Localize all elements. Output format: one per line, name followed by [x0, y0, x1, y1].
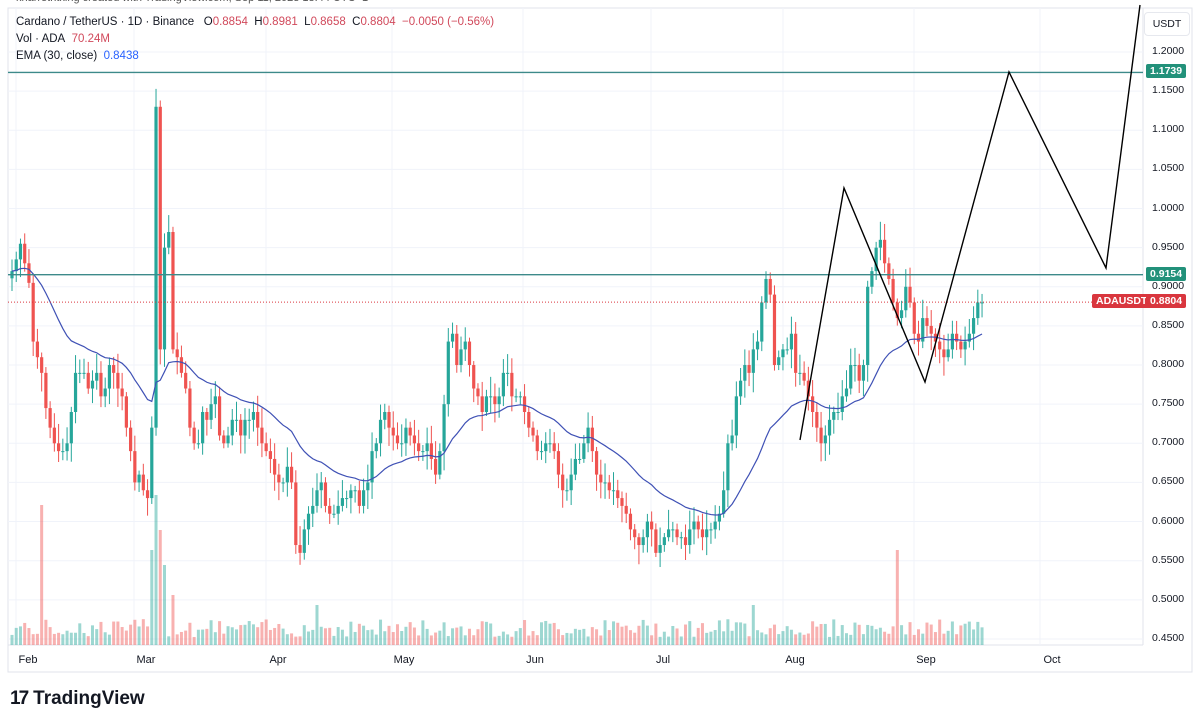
price-tick: 0.6000: [1152, 514, 1185, 527]
price-tick: 0.5000: [1152, 592, 1185, 605]
ema-value: 0.8438: [103, 50, 139, 62]
month-label: Jun: [526, 654, 544, 666]
price-tick: 0.8000: [1152, 358, 1185, 371]
month-label: Oct: [1043, 654, 1061, 666]
price-badge: 0.9154: [1146, 266, 1187, 281]
price-badge: 0.8804: [1146, 294, 1187, 309]
month-label: Mar: [136, 654, 156, 666]
price-tick: 0.4500: [1152, 631, 1185, 644]
currency-button[interactable]: USDT: [1144, 12, 1190, 36]
change-value: −0.0050 (−0.56%): [402, 16, 495, 28]
price-tick: 0.9500: [1152, 240, 1185, 253]
price-tick: 1.0500: [1152, 162, 1185, 175]
chart-caption: knarrethtking created with TradingView.c…: [16, 0, 368, 4]
month-label: Feb: [18, 654, 38, 666]
price-tick: 1.1000: [1152, 123, 1185, 136]
low-value: 0.8658: [310, 16, 346, 28]
month-label: Apr: [269, 654, 287, 666]
open-value: 0.8854: [212, 16, 248, 28]
month-label: May: [393, 654, 415, 666]
symbol-badge: ADAUSDT: [1092, 294, 1152, 309]
logo-text: TradingView: [33, 688, 145, 709]
zigzag-drawing: [799, 4, 1141, 441]
price-tick: 0.9000: [1152, 279, 1185, 292]
month-label: Sep: [916, 654, 936, 666]
high-value: 0.8981: [262, 16, 298, 28]
volume-row[interactable]: Vol · ADA 70.24M: [16, 33, 110, 45]
tradingview-logo[interactable]: 17 TradingView: [10, 688, 145, 710]
price-tick: 0.8500: [1152, 318, 1185, 331]
price-tick: 0.6500: [1152, 475, 1185, 488]
price-tick: 1.1500: [1152, 84, 1185, 97]
price-tick: 1.0000: [1152, 201, 1185, 214]
chart-legend: Cardano / TetherUS · 1D · Binance O0.885…: [16, 14, 494, 65]
tradingview-logo-icon: 17: [10, 688, 29, 709]
volume-value: 70.24M: [71, 33, 110, 45]
price-tick: 1.2000: [1152, 45, 1185, 57]
price-badge: 1.1739: [1146, 64, 1187, 79]
month-label: Jul: [655, 654, 671, 666]
symbol-title[interactable]: Cardano / TetherUS · 1D · Binance: [16, 16, 195, 28]
symbol-row: Cardano / TetherUS · 1D · Binance O0.885…: [16, 16, 495, 28]
month-label: Aug: [785, 654, 805, 666]
price-tick: 0.7000: [1152, 436, 1185, 449]
close-value: 0.8804: [360, 16, 396, 28]
price-tick: 0.7500: [1152, 397, 1185, 410]
price-tick: 0.5500: [1152, 553, 1185, 566]
ema-row[interactable]: EMA (30, close) 0.8438: [16, 50, 139, 62]
